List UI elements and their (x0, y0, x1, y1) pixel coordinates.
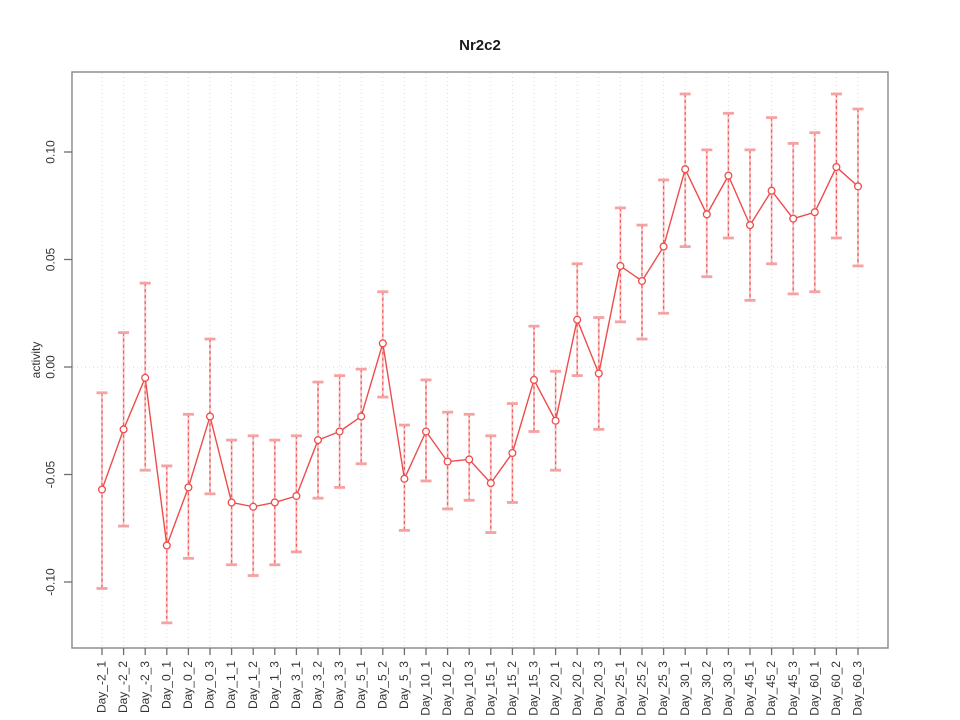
x-tick-label: Day_15_1 (483, 661, 497, 716)
data-point-marker (551, 416, 560, 425)
x-tick-label: Day_60_2 (829, 661, 843, 716)
y-tick-label: 0.00 (44, 355, 58, 379)
x-tick-label: Day_-2_1 (95, 661, 109, 713)
x-tick-label: Day_10_3 (462, 661, 476, 716)
x-tick-label: Day_20_1 (548, 661, 562, 716)
x-tick-label: Day_10_2 (440, 661, 454, 716)
x-tick-label: Day_30_2 (699, 661, 713, 716)
data-point-marker (119, 425, 128, 434)
x-tick-label: Day_1_2 (246, 661, 260, 709)
data-point-marker (486, 479, 495, 488)
x-tick-label: Day_30_1 (678, 661, 692, 716)
y-tick-label: -0.05 (44, 461, 58, 489)
data-point-marker (832, 163, 841, 172)
data-point-marker (702, 210, 711, 219)
data-point-marker (249, 502, 258, 511)
x-tick-label: Day_0_3 (203, 661, 217, 709)
data-point-marker (745, 221, 755, 230)
x-tick-label: Day_20_2 (570, 661, 584, 716)
data-series-line (101, 166, 859, 547)
data-point-marker (97, 485, 107, 494)
data-point-marker (313, 436, 323, 445)
x-tick-label: Day_45_3 (786, 661, 800, 716)
x-tick-label: Day_3_3 (332, 661, 346, 709)
x-tick-label: Day_15_2 (505, 661, 519, 716)
data-point-marker (205, 412, 215, 421)
data-point-marker (767, 186, 776, 195)
data-point-marker (162, 541, 171, 550)
data-point-marker (659, 242, 668, 251)
y-tick-label: 0.05 (44, 247, 58, 271)
x-tick-label: Day_0_1 (159, 661, 173, 709)
data-point-marker (270, 498, 279, 507)
x-tick-label: Day_45_2 (764, 661, 778, 716)
x-tick-label: Day_60_3 (851, 661, 865, 716)
x-tick-label: Day_-2_2 (116, 661, 130, 713)
data-point-marker (400, 474, 409, 483)
data-point-marker (810, 208, 819, 217)
x-tick-label: Day_15_3 (527, 661, 541, 716)
x-tick-label: Day_10_1 (419, 661, 433, 716)
x-tick-label: Day_5_1 (354, 661, 368, 709)
data-point-marker (443, 457, 452, 466)
data-point-marker (789, 214, 798, 223)
chart-title: Nr2c2 (459, 37, 501, 54)
data-point-marker (529, 375, 539, 384)
x-tick-label: Day_25_1 (613, 661, 627, 716)
x-tick-label: Day_5_3 (397, 661, 411, 709)
x-tick-label: Day_25_3 (656, 661, 670, 716)
x-tick-label: Day_30_3 (721, 661, 735, 716)
data-point-marker (184, 483, 193, 492)
data-point-marker (853, 182, 863, 191)
y-tick-label: -0.10 (44, 568, 58, 596)
data-point-marker (594, 369, 603, 378)
x-tick-label: Day_1_3 (267, 661, 281, 709)
plot-border (71, 71, 889, 649)
x-tick-label: Day_0_2 (181, 661, 195, 709)
data-point-marker (378, 339, 387, 348)
data-point-marker (357, 412, 366, 421)
x-tick-label: Day_20_3 (591, 661, 605, 716)
x-tick-label: Day_3_1 (289, 661, 303, 709)
data-point-marker (335, 427, 344, 436)
data-point-marker (141, 373, 150, 382)
x-tick-label: Day_60_1 (807, 661, 821, 716)
data-point-marker (616, 261, 625, 271)
x-tick-label: Day_1_1 (224, 661, 238, 709)
data-point-marker (573, 315, 582, 324)
data-point-marker (681, 165, 690, 174)
data-point-marker (227, 498, 236, 507)
data-point-marker (508, 448, 517, 458)
x-tick-label: Day_45_1 (743, 661, 757, 716)
x-tick-label: Day_5_2 (375, 661, 389, 709)
data-point-marker (465, 455, 474, 464)
x-tick-label: Day_25_2 (635, 661, 649, 716)
data-point-marker (421, 427, 431, 436)
x-tick-label: Day_3_2 (311, 661, 325, 709)
data-point-marker (724, 171, 733, 180)
data-point-marker (637, 276, 647, 286)
x-tick-label: Day_-2_3 (138, 661, 152, 713)
data-point-marker (292, 491, 301, 501)
y-tick-label: 0.10 (44, 140, 58, 164)
